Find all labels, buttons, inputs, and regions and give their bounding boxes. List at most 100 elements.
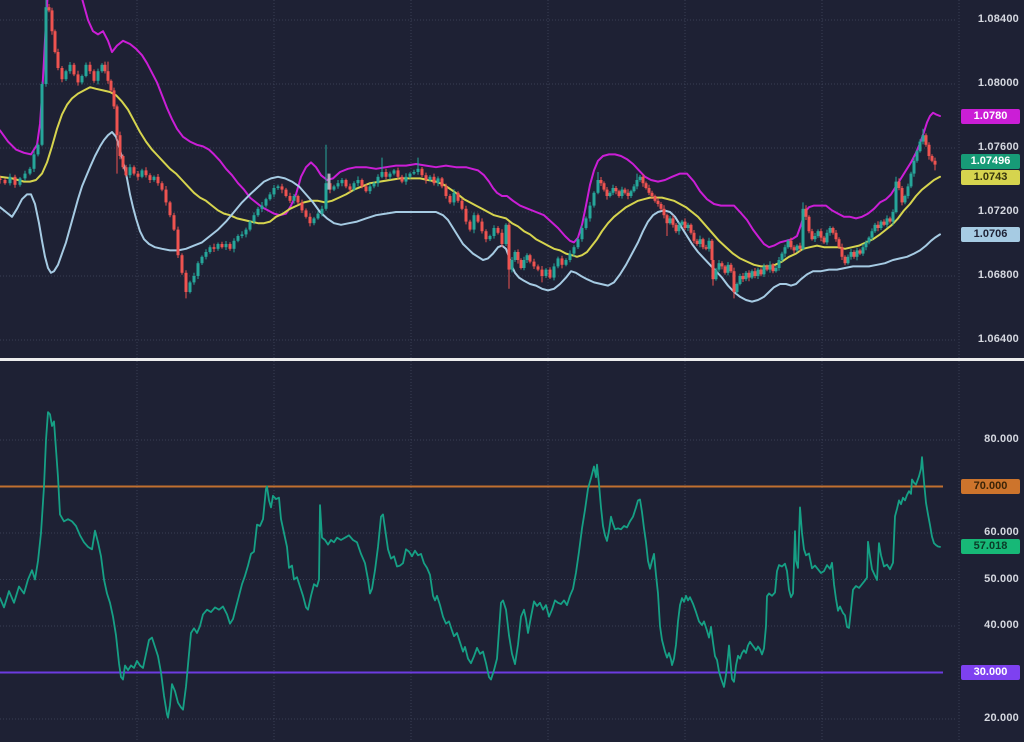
candle-body [858,250,862,254]
candle-body [404,176,408,182]
candle-body [288,196,292,201]
candle-body [783,247,787,254]
candle-body [605,189,609,196]
candle-body [650,192,654,196]
candle-body [747,272,751,278]
candle-body [611,188,615,193]
candle-body [128,167,132,176]
panel-resize-handle[interactable] [0,358,1024,361]
candle-body [804,208,808,217]
price-chart-panel[interactable] [0,0,1024,358]
candle-body [84,64,88,76]
candle-body [909,173,913,187]
candle-body [340,180,344,184]
candle-body [792,247,796,251]
candle-body [810,231,814,240]
candle-body [861,247,865,254]
candle-body [88,64,92,72]
price-axis-label: 1.06800 [977,269,1019,281]
candle-body [504,224,508,244]
candle-body [867,237,871,243]
candle-body [777,260,781,268]
candle-body [888,218,892,222]
candle-body [572,247,576,254]
candle-body [47,7,51,11]
candle-body [789,240,793,248]
candle-body [106,71,110,81]
candle-body [588,205,592,219]
candle-body [894,181,898,212]
candle-body [641,176,645,184]
candle-body [168,202,172,216]
candle-body [707,240,711,249]
candle-body [692,232,696,241]
candle-body [735,284,739,292]
price-axis-label: 1.08400 [977,13,1019,25]
candle-body [620,189,624,196]
candle-body [216,244,220,249]
candle-body [608,192,612,196]
rsi-axis-label: 20.000 [984,712,1019,724]
candle-body [268,194,272,200]
candle-body [599,180,603,184]
candle-body [56,52,60,68]
candle-body [260,205,264,209]
candle-body [656,200,660,204]
candle-body [536,266,540,270]
candle-body [160,183,164,190]
candle-body [368,186,372,192]
candle-body [360,180,364,187]
candle-body [834,232,838,240]
candle-body [698,239,702,244]
candle-body [156,176,160,184]
candle-body [324,183,328,209]
candle-body [704,247,708,249]
candle-body [717,263,721,270]
candle-body [765,266,769,270]
candle-body [584,218,588,228]
candle-body [906,186,910,196]
candle-body [831,228,835,233]
candle-body [644,183,648,188]
candle-body [897,181,901,188]
candle-body [723,266,727,273]
candle-body [753,271,757,276]
candle-body [23,173,27,179]
candle-body [680,221,684,225]
candle-body [356,180,360,184]
candle-body [460,200,464,209]
candle-body [560,258,564,265]
candle-body [152,176,156,180]
candle-body [695,240,699,244]
price-axis-label: 1.08000 [977,77,1019,89]
candle-body [744,272,748,280]
candle-body [80,76,84,83]
rsi-badge-overbought: 70.000 [961,479,1020,494]
candle-body [344,180,348,187]
price-badge-bb-basis-value: 1.0743 [961,170,1020,185]
candle-body [276,186,280,188]
candle-body [876,224,880,228]
candle-body [308,216,312,224]
candle-body [873,224,877,232]
candle-body [336,183,340,187]
candle-body [635,180,639,187]
candle-body [348,186,352,190]
price-axis-label: 1.06400 [977,333,1019,345]
candle-body [849,252,853,257]
candle-body [148,175,152,180]
candle-body [774,268,778,272]
candle-body [32,154,36,169]
candle-body [710,240,714,260]
candle-body [488,236,492,240]
rsi-indicator-panel[interactable] [0,361,1024,742]
candle-body [3,180,7,184]
candle-body [232,240,236,249]
candle-body [683,221,687,228]
candle-body [416,168,420,172]
candle-body [780,253,784,260]
candle-body [92,71,96,81]
candle-body [256,208,260,216]
candle-body [522,260,526,268]
candle-body [468,221,472,230]
